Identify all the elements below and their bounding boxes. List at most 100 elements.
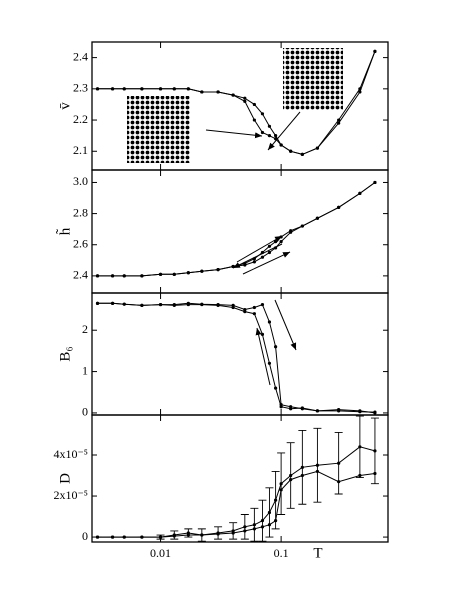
data-point (252, 260, 256, 264)
data-point (289, 478, 293, 482)
data-point (274, 519, 278, 523)
y-tick-label: 0 (82, 405, 88, 419)
data-point (252, 118, 256, 122)
data-point (267, 510, 272, 515)
y-tick-label: 2x10⁻⁵ (53, 488, 88, 502)
data-point (158, 302, 163, 307)
data-point (172, 534, 176, 538)
data-line (97, 51, 376, 155)
data-point (274, 134, 278, 138)
data-point (252, 305, 256, 310)
data-point (252, 527, 256, 531)
data-point (300, 406, 304, 410)
data-point (358, 410, 362, 414)
data-point (216, 303, 220, 308)
data-point (279, 405, 283, 409)
data-point (243, 263, 247, 267)
data-point (260, 255, 265, 259)
data-point (122, 87, 126, 91)
x-axis-label: T (313, 545, 322, 561)
data-point (186, 533, 190, 537)
data-point (300, 224, 304, 228)
data-point (158, 272, 163, 276)
y-tick-label: 2.2 (73, 112, 88, 126)
annotation-arrows (205, 111, 301, 386)
data-point (243, 96, 247, 100)
y-tick-label: 2.6 (73, 236, 88, 250)
y-axis-label: v̄ (57, 102, 73, 110)
data-point (231, 531, 235, 535)
data-point (358, 473, 362, 478)
data-point (186, 271, 190, 275)
data-point (300, 473, 304, 478)
data-point (267, 244, 272, 248)
data-point (216, 532, 220, 536)
data-point (260, 332, 265, 336)
data-point (140, 87, 144, 91)
data-point (300, 152, 304, 156)
data-point (315, 409, 320, 413)
y-axis-label: B₆ (57, 346, 73, 361)
data-point (267, 320, 272, 324)
data-point (337, 409, 341, 413)
data-point (252, 523, 256, 527)
data-line (97, 182, 376, 277)
data-point (260, 519, 265, 523)
data-point (337, 121, 341, 125)
data-point (140, 303, 144, 308)
data-point (243, 99, 247, 103)
data-point (300, 465, 304, 469)
y-tick-label: 2.4 (73, 268, 88, 282)
data-point (110, 87, 115, 91)
data-point (122, 302, 126, 306)
data-point (289, 230, 293, 234)
data-point (315, 146, 320, 150)
data-point (279, 240, 283, 244)
data-point (200, 269, 204, 273)
data-point (337, 461, 341, 465)
data-point (337, 480, 341, 484)
data-point (358, 445, 362, 449)
data-point (200, 533, 204, 537)
data-point (260, 112, 265, 116)
data-point (140, 535, 144, 539)
data-point (252, 102, 256, 107)
data-point (260, 302, 265, 307)
data-point (267, 134, 272, 138)
data-point (267, 250, 272, 255)
snapshot-inset (283, 48, 343, 110)
y-tick-label: 3.0 (73, 174, 88, 188)
data-point (95, 535, 100, 539)
data-point (186, 87, 190, 91)
data-point (260, 525, 265, 529)
data-point (95, 274, 100, 278)
y-tick-label: 2 (82, 322, 88, 336)
data-point (140, 274, 144, 278)
data-point (172, 87, 176, 91)
x-tick-label: 0.01 (150, 546, 171, 560)
data-point (373, 471, 377, 476)
y-tick-label: 2.1 (73, 143, 88, 157)
y-tick-label: 2.3 (73, 81, 88, 95)
y-axis-label: D (57, 473, 73, 484)
data-point (274, 386, 278, 390)
data-point (231, 305, 235, 310)
data-point (267, 124, 272, 128)
data-point (337, 118, 341, 122)
data-point (267, 523, 272, 527)
data-point (243, 525, 247, 529)
data-point (260, 130, 265, 135)
data-point (216, 268, 220, 272)
data-point (95, 87, 100, 91)
data-point (289, 407, 293, 411)
data-point (279, 143, 283, 147)
data-point (243, 529, 247, 533)
data-line (97, 302, 375, 414)
y-tick-label: 0 (82, 529, 88, 543)
data-point (200, 90, 204, 94)
data-point (373, 410, 377, 414)
y-tick-label: 4x10⁻⁵ (53, 447, 88, 461)
data-point (358, 191, 362, 195)
plot-frame (91, 414, 389, 543)
